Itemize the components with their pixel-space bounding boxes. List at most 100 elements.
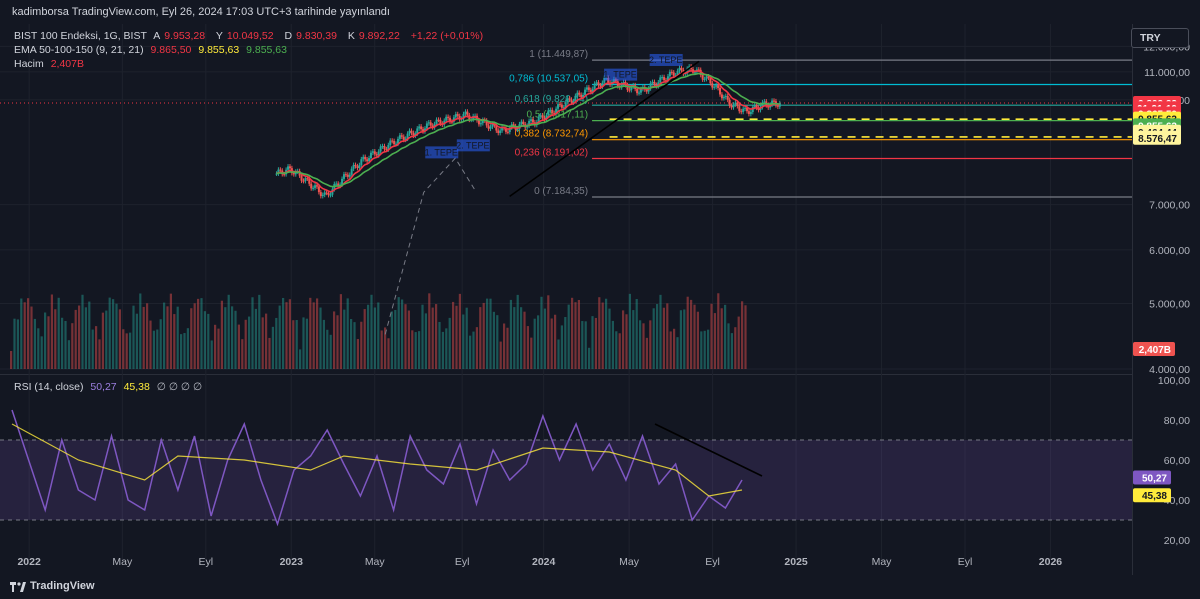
- volume-bar: [258, 294, 261, 369]
- candle-body: [319, 192, 322, 197]
- fib-retracement[interactable]: 1 (11.449,87) 0,786 (10.537,05) 0,618 (9.8…: [0, 49, 1132, 198]
- legend-volume-row[interactable]: Hacim 2,407B: [14, 58, 88, 70]
- volume-bar: [628, 293, 631, 369]
- legend-ema-row[interactable]: EMA 50-100-150 (9, 21, 21) 9.865,50 9.85…: [14, 44, 291, 56]
- rsi-band-fill: [0, 440, 1132, 520]
- volume-bar: [353, 322, 356, 369]
- fib-level-label: 0 (7.184,35): [534, 186, 588, 197]
- candle-body: [749, 112, 752, 115]
- volume-bar: [305, 318, 308, 369]
- candle-body: [404, 138, 407, 140]
- volume-bar: [438, 321, 441, 369]
- annotation-label: 2. TEPE: [649, 55, 682, 65]
- footer: TradingView: [0, 575, 1200, 599]
- candle-body: [661, 77, 664, 79]
- volume-bar: [557, 339, 560, 369]
- legend-symbol-row: BIST 100 Endeksi, 1G, BIST A 9.953,28 Y 10…: [14, 30, 487, 42]
- legend-rsi-row[interactable]: RSI (14, close) 50,27 45,38 ∅ ∅ ∅ ∅: [14, 381, 206, 393]
- candle-body: [672, 72, 675, 76]
- rsi-ma-line: [11, 423, 743, 497]
- candle-body: [418, 126, 421, 129]
- currency-button[interactable]: TRY: [1131, 28, 1189, 48]
- volume-bar: [248, 316, 251, 369]
- x-tick-label: May: [112, 556, 133, 568]
- volume-bar: [360, 321, 363, 369]
- volume-bar: [472, 331, 475, 369]
- volume-bar: [625, 314, 628, 369]
- volume-bar: [662, 307, 665, 369]
- volume-bar: [295, 319, 298, 369]
- candle-body: [410, 130, 413, 133]
- x-tick-label: 2023: [280, 556, 304, 568]
- candle-body: [344, 174, 347, 176]
- candle-body: [371, 151, 374, 153]
- volume-label: Hacim: [14, 58, 44, 70]
- price-chart[interactable]: 1 (11.449,87) 0,786 (10.537,05) 0,618 (9.8…: [0, 24, 1200, 575]
- candle-body: [543, 118, 546, 120]
- candle-body: [572, 101, 575, 103]
- volume-bar: [108, 297, 111, 369]
- volume-axis-badge-label: 2,407B: [1139, 345, 1171, 356]
- volume-bar: [265, 313, 268, 369]
- candle-body: [368, 158, 371, 162]
- candle-body: [670, 71, 673, 73]
- candle-body: [730, 105, 733, 108]
- candle-body: [429, 122, 432, 126]
- volume-bar: [441, 331, 444, 369]
- candle-body: [657, 82, 660, 87]
- candle-body: [771, 100, 774, 105]
- volume-bar: [696, 311, 699, 369]
- candle-body: [715, 85, 718, 87]
- candle-body: [516, 128, 519, 130]
- candle-body: [341, 178, 344, 185]
- volume-bar: [326, 329, 329, 369]
- volume-bar: [316, 298, 319, 369]
- candle-body: [591, 88, 594, 92]
- candle-body: [645, 89, 648, 92]
- y-tick-label: 6.000,00: [1149, 245, 1190, 257]
- candle-body: [416, 128, 419, 134]
- volume-bar: [475, 327, 478, 369]
- x-tick-label: Eyl: [958, 556, 973, 568]
- volume-bar: [632, 310, 635, 369]
- candle-body: [277, 169, 280, 174]
- candle-body: [447, 116, 450, 118]
- candle-body: [628, 89, 631, 91]
- volume-bar: [105, 310, 108, 369]
- candle-body: [703, 79, 706, 81]
- volume-bar: [404, 304, 407, 369]
- volume-bar: [713, 313, 716, 369]
- candle-body: [310, 183, 313, 189]
- volume-bar: [350, 319, 353, 369]
- candle-body: [711, 83, 714, 88]
- volume-bar: [339, 294, 342, 369]
- candle-body: [323, 192, 326, 195]
- volume-bar: [724, 304, 727, 369]
- volume-bar: [299, 349, 302, 369]
- volume-bar: [319, 307, 322, 369]
- y-tick-label: 5.000,00: [1149, 298, 1190, 310]
- volume-bar: [149, 320, 152, 369]
- volume-bar: [370, 294, 373, 369]
- candle-body: [740, 111, 743, 113]
- volume-bar: [180, 334, 183, 369]
- candle-body: [522, 121, 525, 125]
- candle-body: [477, 120, 480, 125]
- volume-bar: [390, 311, 393, 369]
- volume-bar: [588, 347, 591, 369]
- candle-body: [431, 125, 434, 128]
- candle-body: [400, 135, 403, 137]
- candle-body: [497, 130, 500, 134]
- candle-body: [325, 192, 328, 194]
- volume-bar: [363, 309, 366, 369]
- volume-bar: [615, 331, 618, 369]
- volume-bar: [329, 334, 332, 369]
- volume-bar: [567, 304, 570, 369]
- volume-bar: [139, 293, 142, 369]
- volume-bar: [20, 298, 23, 369]
- candle-body: [717, 85, 720, 89]
- candle-body: [597, 82, 600, 86]
- volume-bar: [278, 305, 281, 369]
- volume-bar: [203, 311, 206, 369]
